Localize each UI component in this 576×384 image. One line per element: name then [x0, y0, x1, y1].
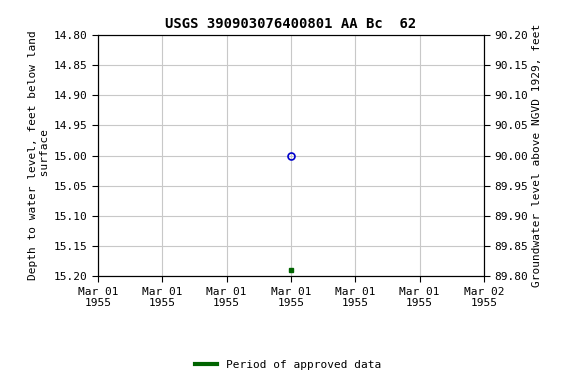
Title: USGS 390903076400801 AA Bc  62: USGS 390903076400801 AA Bc 62 [165, 17, 416, 31]
Y-axis label: Depth to water level, feet below land
 surface: Depth to water level, feet below land su… [28, 31, 50, 280]
Legend: Period of approved data: Period of approved data [191, 356, 385, 375]
Y-axis label: Groundwater level above NGVD 1929, feet: Groundwater level above NGVD 1929, feet [532, 24, 542, 287]
